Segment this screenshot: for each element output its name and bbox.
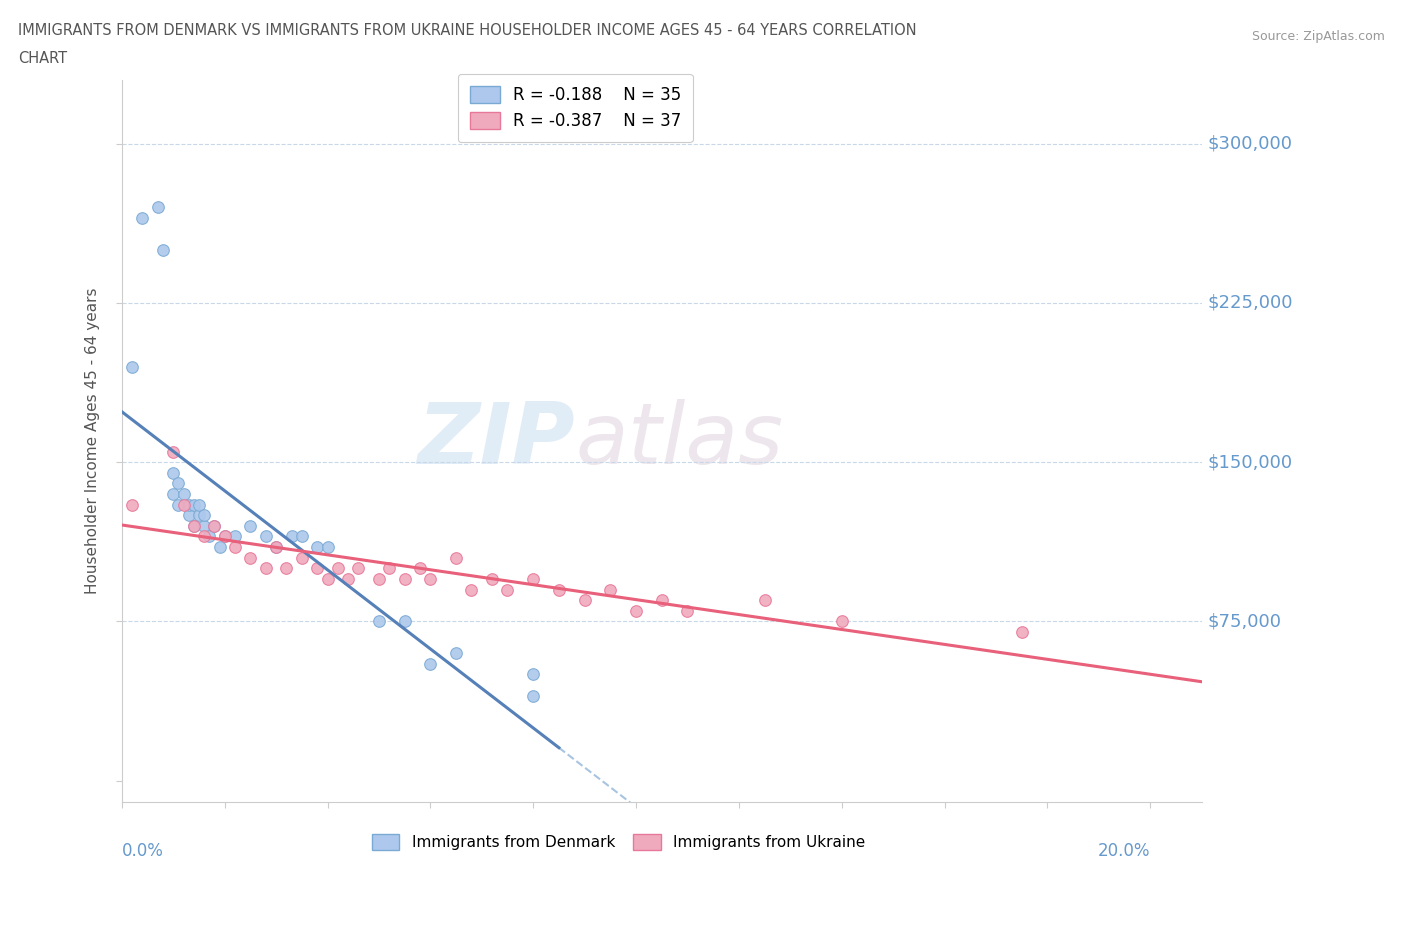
Point [177, 498, 200, 512]
Point [193, 529, 215, 544]
Point [121, 498, 143, 512]
Point [183, 518, 205, 533]
Point [131, 210, 153, 225]
Point [444, 551, 467, 565]
Text: $225,000: $225,000 [1206, 294, 1292, 312]
Point [214, 529, 236, 544]
Point [522, 667, 544, 682]
Point [198, 529, 221, 544]
Text: $300,000: $300,000 [1206, 135, 1292, 153]
Point [208, 539, 231, 554]
Point [316, 572, 339, 587]
Point [224, 539, 246, 554]
Point [444, 645, 467, 660]
Point [754, 592, 776, 607]
Point [496, 582, 519, 597]
Text: 20.0%: 20.0% [1098, 842, 1150, 859]
Point [214, 529, 236, 544]
Text: $150,000: $150,000 [1206, 453, 1292, 472]
Point [239, 518, 262, 533]
Point [146, 200, 169, 215]
Point [239, 551, 262, 565]
Point [224, 529, 246, 544]
Point [254, 561, 277, 576]
Point [337, 572, 360, 587]
Point [307, 539, 329, 554]
Point [326, 561, 349, 576]
Text: IMMIGRANTS FROM DENMARK VS IMMIGRANTS FROM UKRAINE HOUSEHOLDER INCOME AGES 45 - : IMMIGRANTS FROM DENMARK VS IMMIGRANTS FR… [18, 23, 917, 38]
Point [676, 604, 699, 618]
Point [183, 518, 205, 533]
Point [162, 486, 184, 501]
Point [394, 572, 416, 587]
Point [419, 657, 441, 671]
Point [409, 561, 432, 576]
Point [574, 592, 596, 607]
Point [831, 614, 853, 629]
Legend: Immigrants from Denmark, Immigrants from Ukraine: Immigrants from Denmark, Immigrants from… [363, 825, 875, 859]
Point [173, 498, 195, 512]
Point [152, 243, 174, 258]
Point [264, 539, 287, 554]
Point [522, 572, 544, 587]
Point [368, 614, 391, 629]
Point [183, 498, 205, 512]
Text: $75,000: $75,000 [1206, 612, 1281, 631]
Point [202, 518, 225, 533]
Point [177, 508, 200, 523]
Point [419, 572, 441, 587]
Point [162, 465, 184, 480]
Point [378, 561, 401, 576]
Point [548, 582, 571, 597]
Text: ZIP: ZIP [418, 400, 575, 483]
Point [368, 572, 391, 587]
Point [347, 561, 370, 576]
Point [121, 359, 143, 374]
Point [193, 518, 215, 533]
Point [460, 582, 482, 597]
Point [167, 476, 190, 491]
Text: 0.0%: 0.0% [122, 842, 163, 859]
Text: Source: ZipAtlas.com: Source: ZipAtlas.com [1251, 30, 1385, 43]
Point [1011, 625, 1033, 640]
Point [651, 592, 673, 607]
Point [599, 582, 621, 597]
Point [280, 529, 302, 544]
Point [522, 688, 544, 703]
Point [481, 572, 503, 587]
Point [188, 508, 211, 523]
Point [193, 508, 215, 523]
Point [167, 498, 190, 512]
Y-axis label: Householder Income Ages 45 - 64 years: Householder Income Ages 45 - 64 years [86, 287, 100, 594]
Point [188, 498, 211, 512]
Point [394, 614, 416, 629]
Point [264, 539, 287, 554]
Point [291, 551, 314, 565]
Text: atlas: atlas [575, 400, 783, 483]
Point [173, 486, 195, 501]
Point [162, 445, 184, 459]
Point [202, 518, 225, 533]
Point [624, 604, 647, 618]
Point [307, 561, 329, 576]
Point [291, 529, 314, 544]
Text: CHART: CHART [18, 51, 67, 66]
Point [316, 539, 339, 554]
Point [276, 561, 298, 576]
Point [254, 529, 277, 544]
